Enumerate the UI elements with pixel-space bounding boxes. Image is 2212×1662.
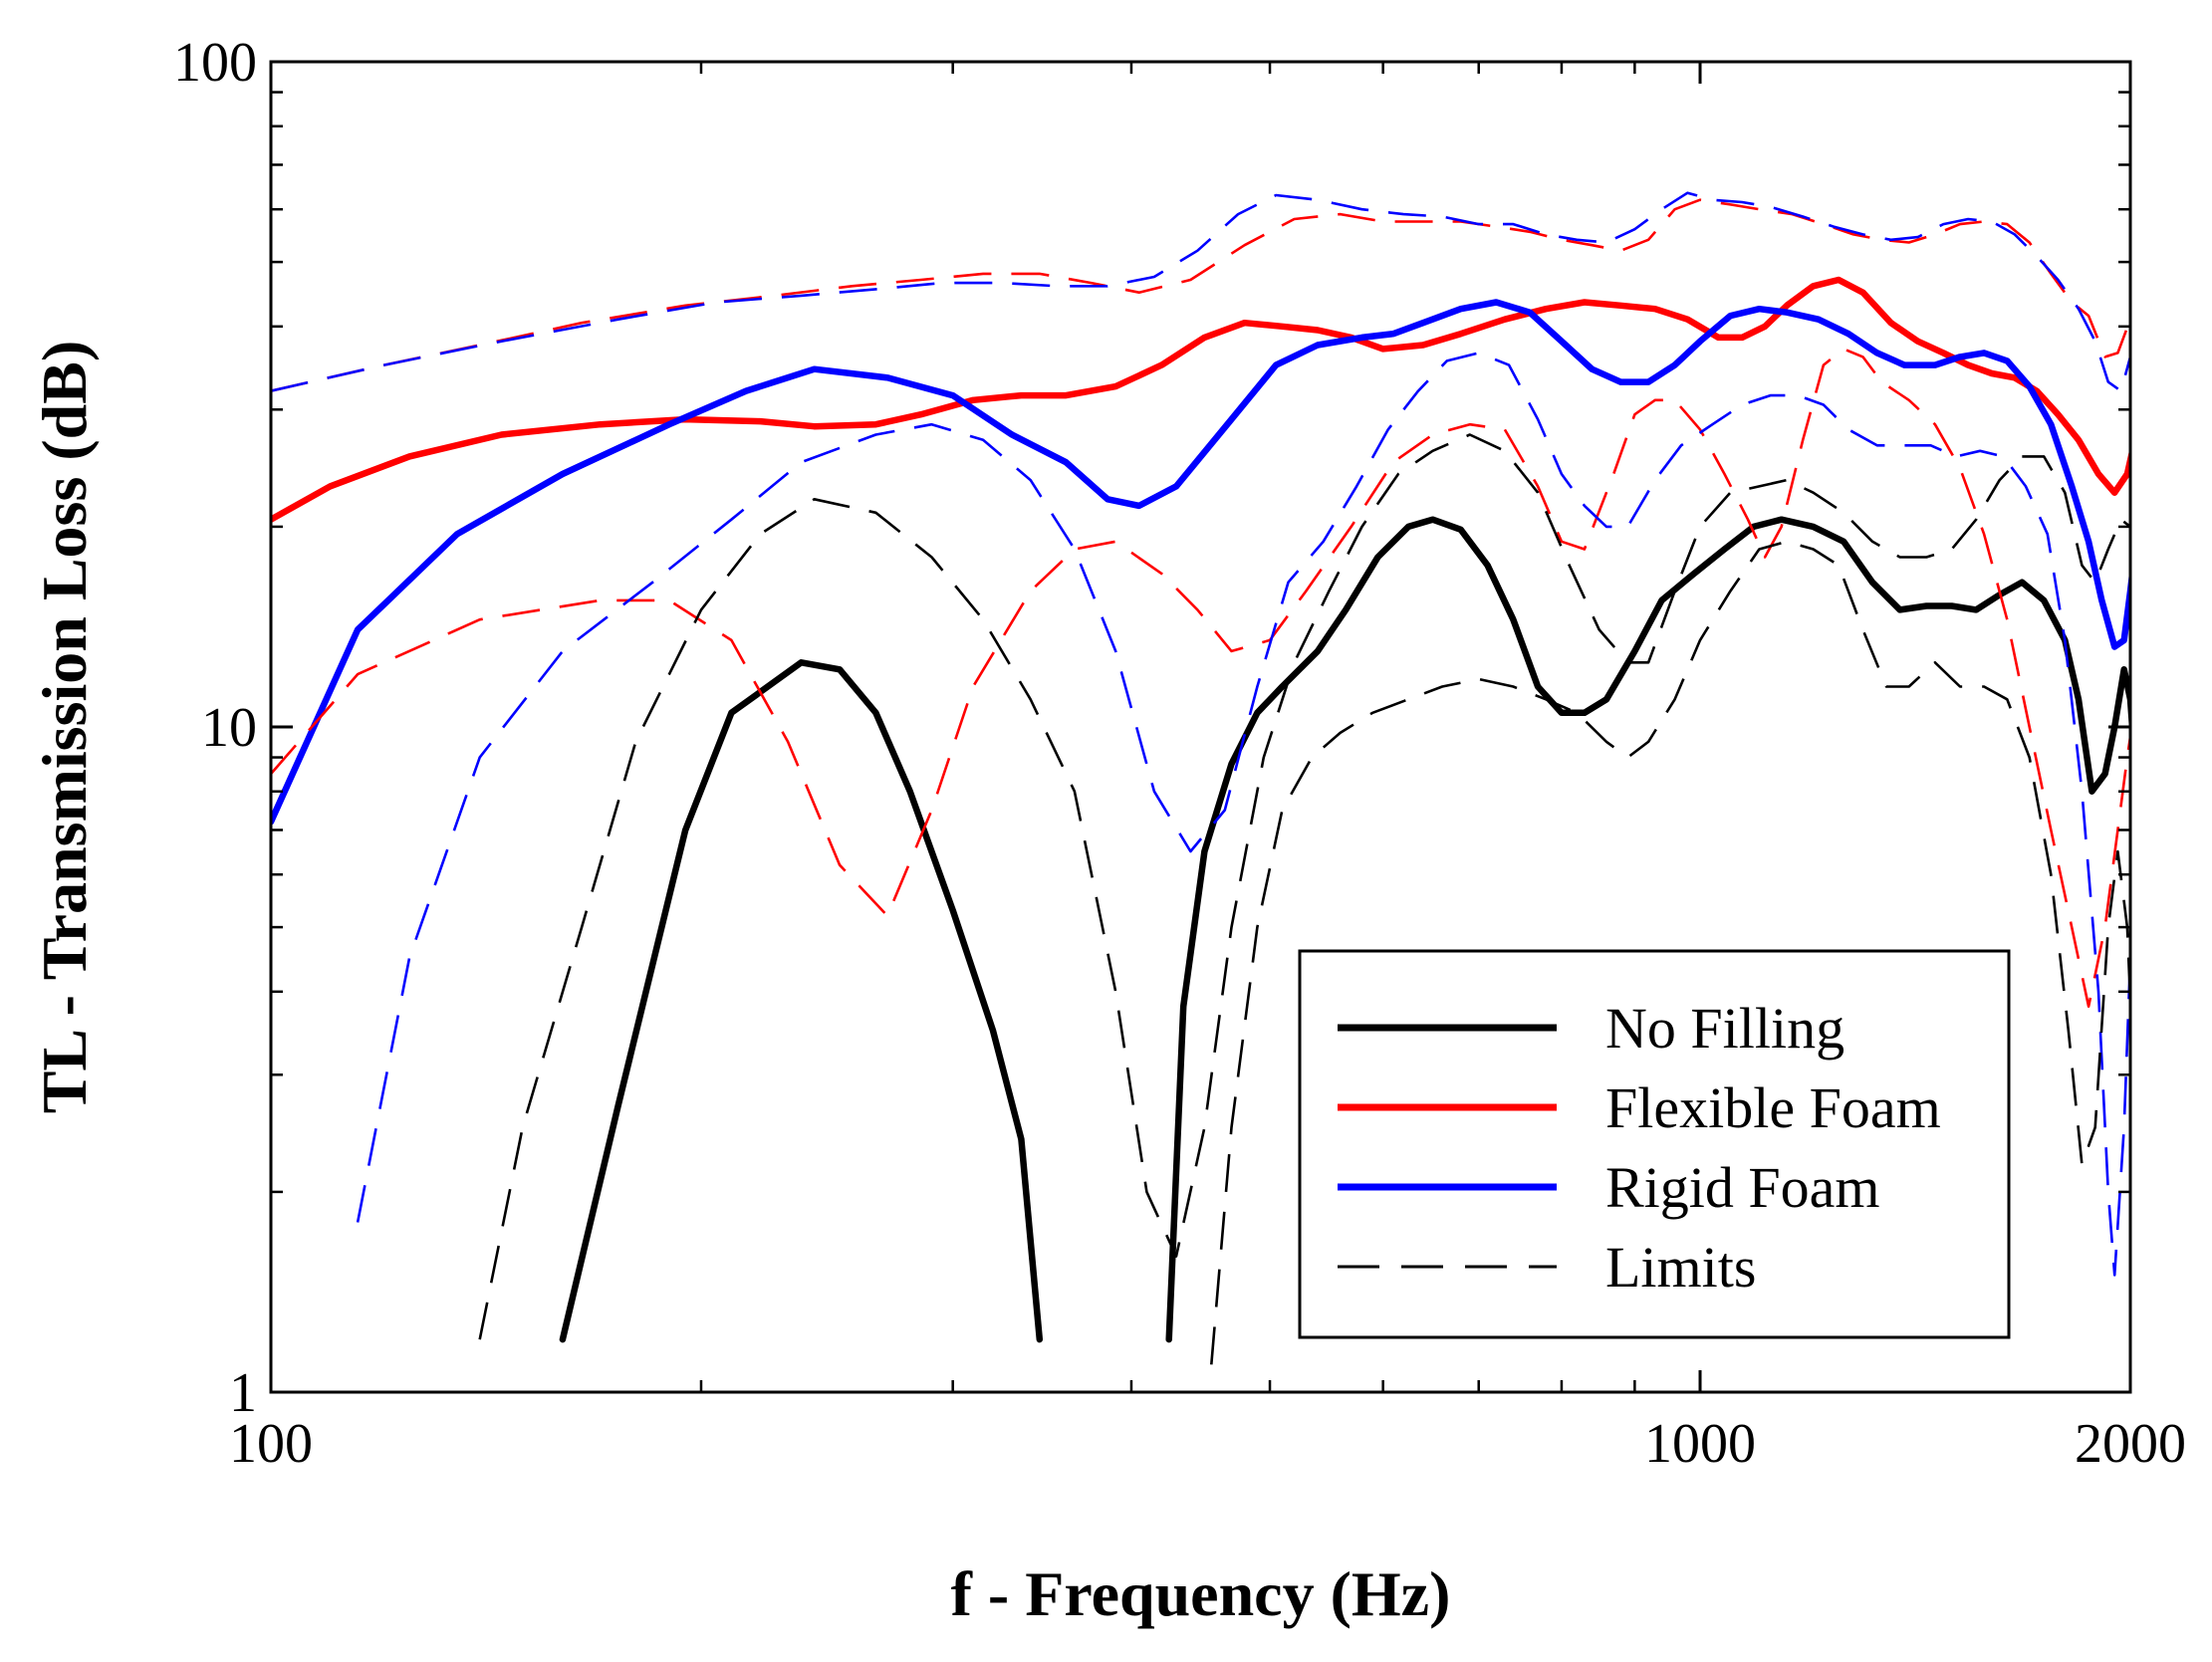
y-tick-label: 10 bbox=[201, 697, 257, 759]
x-tick-label: 2000 bbox=[2075, 1413, 2186, 1475]
y-axis-title: TL - Transmission Loss (dB) bbox=[29, 341, 100, 1114]
x-tick-label: 100 bbox=[229, 1413, 313, 1475]
series-rigid-foam bbox=[271, 299, 2130, 826]
series-flexible-foam-upper-limit bbox=[271, 198, 2130, 392]
legend-label-flexible-foam: Flexible Foam bbox=[1605, 1075, 1941, 1140]
series-no-filling-lower-limit bbox=[1210, 540, 2130, 1365]
legend-box bbox=[1298, 949, 2011, 1339]
series-rigid-foam-lower-limit bbox=[356, 352, 2130, 1277]
series-flexible-foam-lower-limit bbox=[271, 348, 2130, 1008]
legend: No Filling Flexible Foam Rigid Foam Limits bbox=[1298, 949, 2011, 1339]
x-axis-title: f - Frequency (Hz) bbox=[951, 1558, 1451, 1629]
series-no-filling-upper-limit bbox=[478, 433, 2130, 1340]
y-tick-label: 100 bbox=[173, 32, 257, 94]
y-tick-label: 1 bbox=[229, 1362, 257, 1424]
series-flexible-foam bbox=[271, 276, 2130, 523]
legend-label-no-filling: No Filling bbox=[1605, 996, 1844, 1061]
series-rigid-foam-upper-limit bbox=[271, 191, 2130, 392]
x-tick-label: 1000 bbox=[1644, 1413, 1756, 1475]
legend-label-rigid-foam: Rigid Foam bbox=[1605, 1155, 1880, 1220]
legend-label-limits: Limits bbox=[1605, 1235, 1756, 1300]
